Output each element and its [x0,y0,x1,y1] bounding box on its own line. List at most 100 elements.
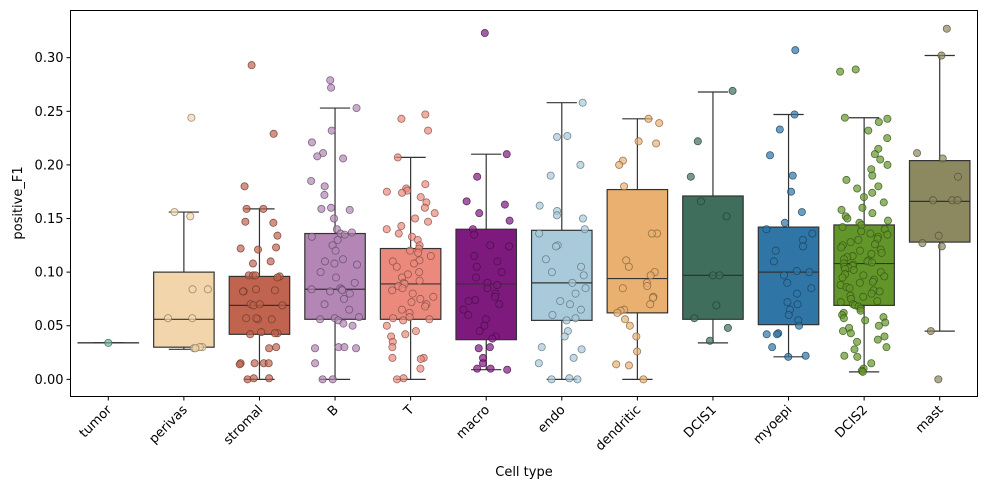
data-point [724,324,731,331]
box-perivas [154,212,214,349]
data-point [648,230,655,237]
data-point [317,269,324,276]
data-point [647,301,654,308]
data-point [321,183,328,190]
data-point [346,206,353,213]
data-point [787,188,794,195]
data-point [346,290,353,297]
data-point [854,353,861,360]
data-point [837,299,844,306]
data-point [785,311,792,318]
data-point [572,290,579,297]
data-point [270,130,277,137]
data-point [772,247,779,254]
data-point [241,183,248,190]
data-point [105,339,112,346]
data-point [626,322,633,329]
data-point [383,226,390,233]
data-point [258,329,265,336]
data-point [884,217,891,224]
data-point [561,333,568,340]
data-point [938,243,945,250]
data-point [852,66,859,73]
data-point [427,252,434,259]
data-point [279,302,286,309]
y-tick-label: 0.15 [35,212,64,227]
data-point [809,230,816,237]
data-point [471,252,478,259]
data-point [481,29,488,36]
data-point [339,256,346,263]
data-point [327,84,334,91]
data-point [476,210,483,217]
data-point [270,219,277,226]
data-point [406,314,413,321]
data-point [841,352,848,359]
data-point [557,297,564,304]
data-point [353,104,360,111]
data-point [417,295,424,302]
data-point [581,226,588,233]
data-point [430,293,437,300]
data-point [570,354,577,361]
data-point [780,272,787,279]
data-point [856,279,863,286]
data-point [548,269,555,276]
data-point [847,330,854,337]
data-point [723,213,730,220]
data-point [694,138,701,145]
data-point [319,376,326,383]
data-point [465,297,472,304]
data-point [876,288,883,295]
data-point [877,156,884,163]
data-point [341,344,348,351]
data-point [793,290,800,297]
data-point [860,193,867,200]
data-point [867,230,874,237]
x-tick-label: tumor [77,402,116,441]
data-point [535,360,542,367]
data-point [691,315,698,322]
data-point [352,345,359,352]
data-point [192,345,199,352]
data-point [393,376,400,383]
data-point [389,354,396,361]
data-point [844,215,851,222]
data-point [553,133,560,140]
data-point [578,346,585,353]
data-point [189,315,196,322]
data-point [318,205,325,212]
data-point [647,272,654,279]
data-point [422,303,429,310]
data-point [875,118,882,125]
data-point [865,127,872,134]
data-point [472,296,479,303]
data-point [383,188,390,195]
data-point [496,301,503,308]
data-point [843,176,850,183]
data-point [645,115,652,122]
data-point [399,285,406,292]
data-point [248,62,255,69]
data-point [840,315,847,322]
data-point [484,285,491,292]
data-point [340,155,347,162]
data-point [271,330,278,337]
data-point [473,263,480,270]
data-point [577,161,584,168]
data-point [487,242,494,249]
data-point [327,288,334,295]
data-point [858,228,865,235]
data-point [421,204,428,211]
data-point [340,295,347,302]
data-point [716,272,723,279]
data-point [548,376,555,383]
x-tick-label: myoepi [751,403,796,448]
data-point [553,212,560,219]
data-point [613,361,620,368]
data-point [479,360,486,367]
data-point [431,210,438,217]
data-point [321,258,328,265]
data-point [763,226,770,233]
